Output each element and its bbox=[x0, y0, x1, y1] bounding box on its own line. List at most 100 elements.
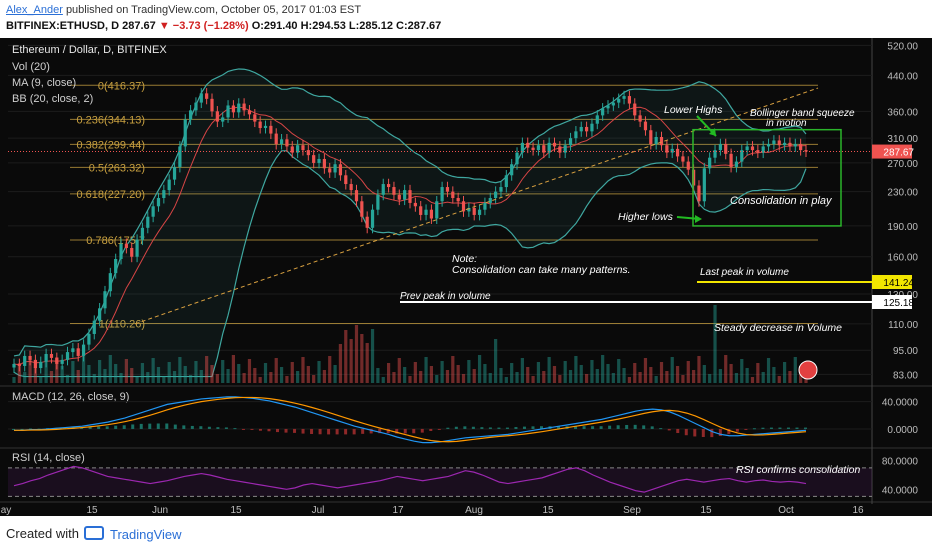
candle-body bbox=[370, 209, 375, 228]
volume-bar bbox=[467, 360, 471, 383]
candle-body bbox=[301, 145, 305, 151]
chart-area[interactable]: 520.00 440.00 360.00 310.00 270.00 230.00 190.… bbox=[0, 38, 932, 516]
last-peak-volume-label: Last peak in volume bbox=[700, 267, 789, 278]
volume-bar bbox=[526, 367, 530, 383]
candle-body bbox=[665, 145, 669, 153]
volume-bar bbox=[472, 369, 476, 383]
volume-bar bbox=[692, 370, 696, 383]
candle bbox=[542, 139, 546, 159]
macd-hist-bar bbox=[463, 426, 467, 429]
candle bbox=[536, 139, 541, 156]
candle bbox=[408, 184, 412, 209]
fib-label: 1(110.26) bbox=[99, 318, 145, 330]
candle bbox=[253, 109, 257, 128]
macd-hist-bar bbox=[182, 425, 186, 429]
volume-bar bbox=[488, 373, 492, 383]
volume-bar bbox=[750, 377, 755, 383]
candle bbox=[301, 139, 305, 156]
macd-hist-bar bbox=[241, 428, 245, 430]
candle bbox=[563, 139, 567, 159]
volume-bar bbox=[306, 366, 310, 383]
candle bbox=[71, 343, 75, 358]
volume-bar bbox=[76, 370, 80, 383]
candle-body bbox=[403, 190, 407, 200]
candle-body bbox=[643, 121, 648, 131]
author-link[interactable]: Alex_Ander bbox=[6, 4, 63, 16]
candle bbox=[376, 189, 380, 216]
volume-bar bbox=[285, 376, 289, 383]
volume-bar bbox=[124, 359, 128, 383]
candle-body bbox=[76, 348, 80, 356]
macd-hist-bar bbox=[557, 426, 561, 429]
candle bbox=[799, 138, 803, 156]
volume-bar bbox=[349, 339, 353, 383]
candle bbox=[333, 158, 337, 178]
candle bbox=[188, 105, 193, 125]
chart-svg[interactable]: 520.00 440.00 360.00 310.00 270.00 230.00 190.… bbox=[0, 38, 932, 516]
macd-hist-bar bbox=[804, 427, 807, 429]
price-tick-label: 270.00 bbox=[887, 159, 918, 170]
macd-hist-bar bbox=[20, 428, 24, 430]
candle bbox=[424, 204, 428, 221]
macd-hist-bar bbox=[591, 426, 595, 429]
candle bbox=[558, 141, 562, 159]
candle bbox=[226, 100, 230, 123]
candle bbox=[724, 138, 728, 160]
candle-body bbox=[92, 320, 96, 334]
candle-body bbox=[675, 148, 680, 157]
candle bbox=[670, 143, 674, 159]
candle-body bbox=[558, 146, 562, 153]
candle bbox=[665, 139, 669, 159]
candle-body bbox=[397, 194, 401, 200]
candle bbox=[349, 178, 353, 196]
volume-bar bbox=[365, 343, 369, 383]
macd-hist-bar bbox=[676, 428, 680, 434]
volume-bar bbox=[456, 365, 460, 383]
volume-bar bbox=[397, 358, 401, 383]
candle bbox=[740, 144, 744, 168]
candle bbox=[467, 202, 471, 217]
macd-hist-bar bbox=[258, 428, 262, 431]
time-tick-label: 15 bbox=[700, 505, 712, 516]
volume-bar bbox=[461, 374, 466, 383]
candle bbox=[397, 189, 401, 206]
tradingview-link[interactable]: TradingView bbox=[84, 526, 182, 542]
candle bbox=[477, 204, 482, 221]
annotation-volume-decrease: Steady decrease in Volume bbox=[714, 322, 842, 334]
candle-body bbox=[804, 150, 808, 152]
last-price-tag bbox=[872, 144, 912, 159]
candle bbox=[510, 158, 514, 181]
macd-hist-bar bbox=[701, 428, 705, 437]
volume-bar bbox=[301, 357, 305, 383]
fib-label: 0.382(299.44) bbox=[77, 139, 146, 151]
volume-bar bbox=[627, 377, 632, 383]
candle-body bbox=[750, 146, 755, 151]
time-axis: ay 15 Jun 15 Jul 17 Aug 15 Sep 15 Oct 16 bbox=[1, 505, 864, 516]
candle-body bbox=[729, 153, 733, 167]
candle-body bbox=[242, 103, 246, 111]
candle-body bbox=[788, 142, 792, 147]
candle bbox=[622, 90, 626, 105]
candle-body bbox=[49, 354, 54, 358]
volume-bar bbox=[788, 371, 792, 383]
volume-bar bbox=[419, 371, 423, 383]
candle-body bbox=[381, 184, 385, 195]
candle-body bbox=[349, 184, 353, 191]
candle-body bbox=[146, 216, 150, 228]
candle bbox=[98, 303, 102, 327]
candle bbox=[49, 348, 54, 364]
candle-body bbox=[584, 126, 589, 132]
candle-body bbox=[670, 148, 674, 153]
candle bbox=[643, 116, 648, 136]
candle-body bbox=[633, 103, 637, 116]
macd-hist-bar bbox=[744, 428, 748, 430]
candle bbox=[488, 192, 492, 209]
volume-bar bbox=[547, 357, 551, 383]
candle bbox=[788, 137, 792, 152]
volume-bar bbox=[638, 372, 642, 383]
legend-ma: MA (9, close) bbox=[12, 77, 76, 89]
volume-bar bbox=[205, 356, 209, 383]
macd-hist-bar bbox=[488, 427, 492, 429]
candle bbox=[23, 350, 27, 372]
volume-bar bbox=[354, 325, 359, 383]
